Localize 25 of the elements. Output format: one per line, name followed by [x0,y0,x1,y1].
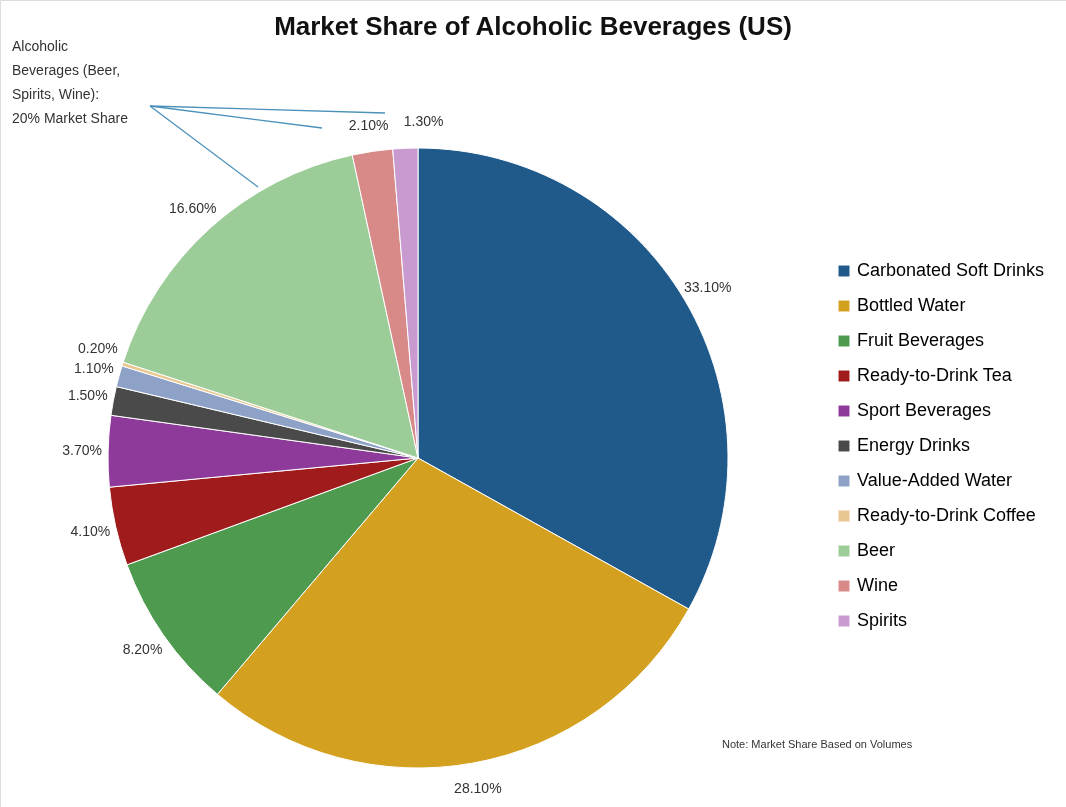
legend-label: Sport Beverages [857,400,992,420]
data-label: 1.10% [74,360,114,377]
legend-label: Ready-to-Drink Tea [857,365,1013,385]
data-label: 33.10% [684,278,732,295]
legend-label: Ready-to-Drink Coffee [857,505,1036,525]
data-label: 1.50% [67,387,108,404]
data-label: 0.20% [77,340,118,357]
legend-label: Bottled Water [857,295,966,315]
legend-label: Wine [857,575,899,595]
data-label: 3.70% [62,441,102,458]
legend-label: Spirits [857,610,908,630]
data-label: 8.20% [122,641,163,658]
data-label: 1.30% [403,113,444,130]
legend-label: Beer [857,540,896,560]
legend-label: Fruit Beverages [857,330,985,350]
data-label: 4.10% [70,523,111,540]
data-label: 2.10% [348,116,389,133]
text: Note: Market Share Based on Volumes [722,738,913,750]
data-label: 28.10% [454,779,502,796]
legend-label: Energy Drinks [857,435,971,455]
data-label: 16.60% [168,199,217,216]
legend-label: Carbonated Soft Drinks [857,260,1045,280]
chart-title: Market Share of Alcoholic Beverages (US) [274,11,792,41]
legend-label: Value-Added Water [857,470,1013,490]
text: Alcoholic Beverages (Beer, Spirits, Wine): 20% Market Share [12,38,129,126]
